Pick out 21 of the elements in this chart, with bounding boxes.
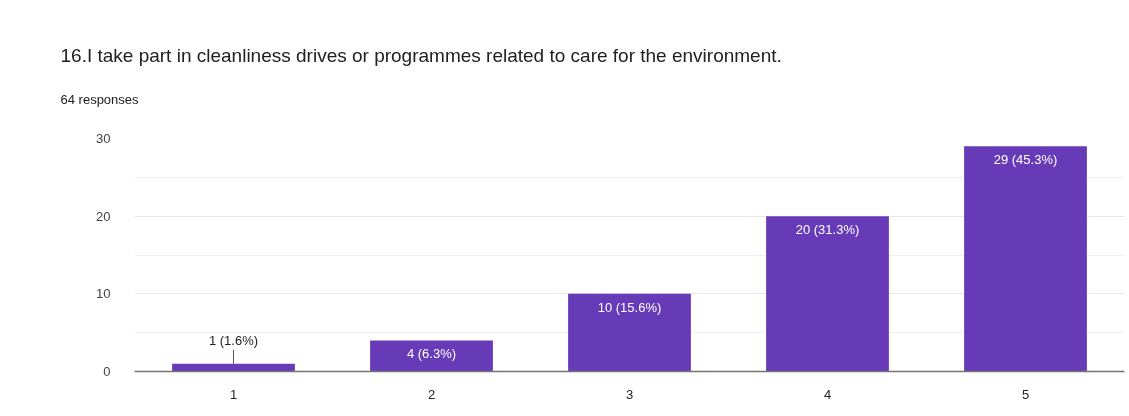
y-tick-label: 30 — [96, 131, 111, 146]
x-tick-label: 4 — [823, 386, 832, 402]
chart-subtitle: 64 responses — [60, 91, 140, 107]
data-label: 4 (6.3%) — [406, 346, 457, 362]
bar — [766, 216, 889, 372]
y-tick-label: 10 — [96, 286, 111, 302]
x-tick-label: 1 — [229, 386, 238, 402]
bar — [964, 146, 1087, 372]
chart-title: 16.I take part in cleanliness drives or programmes related to care for the environment. — [60, 45, 782, 66]
x-tick-label: 5 — [1021, 386, 1030, 402]
data-label: 10 (15.6%) — [597, 299, 662, 315]
y-tick-label: 0 — [103, 364, 111, 379]
y-tick-label: 20 — [96, 208, 111, 224]
x-tick-label: 3 — [625, 386, 634, 402]
bar — [172, 363, 295, 372]
x-tick-label: 2 — [427, 386, 436, 402]
data-label: 29 (45.3%) — [993, 152, 1058, 168]
bar — [568, 293, 691, 372]
data-label: 20 (31.3%) — [795, 222, 860, 238]
data-label: 1 (1.6%) — [208, 332, 259, 348]
bar — [370, 340, 493, 372]
